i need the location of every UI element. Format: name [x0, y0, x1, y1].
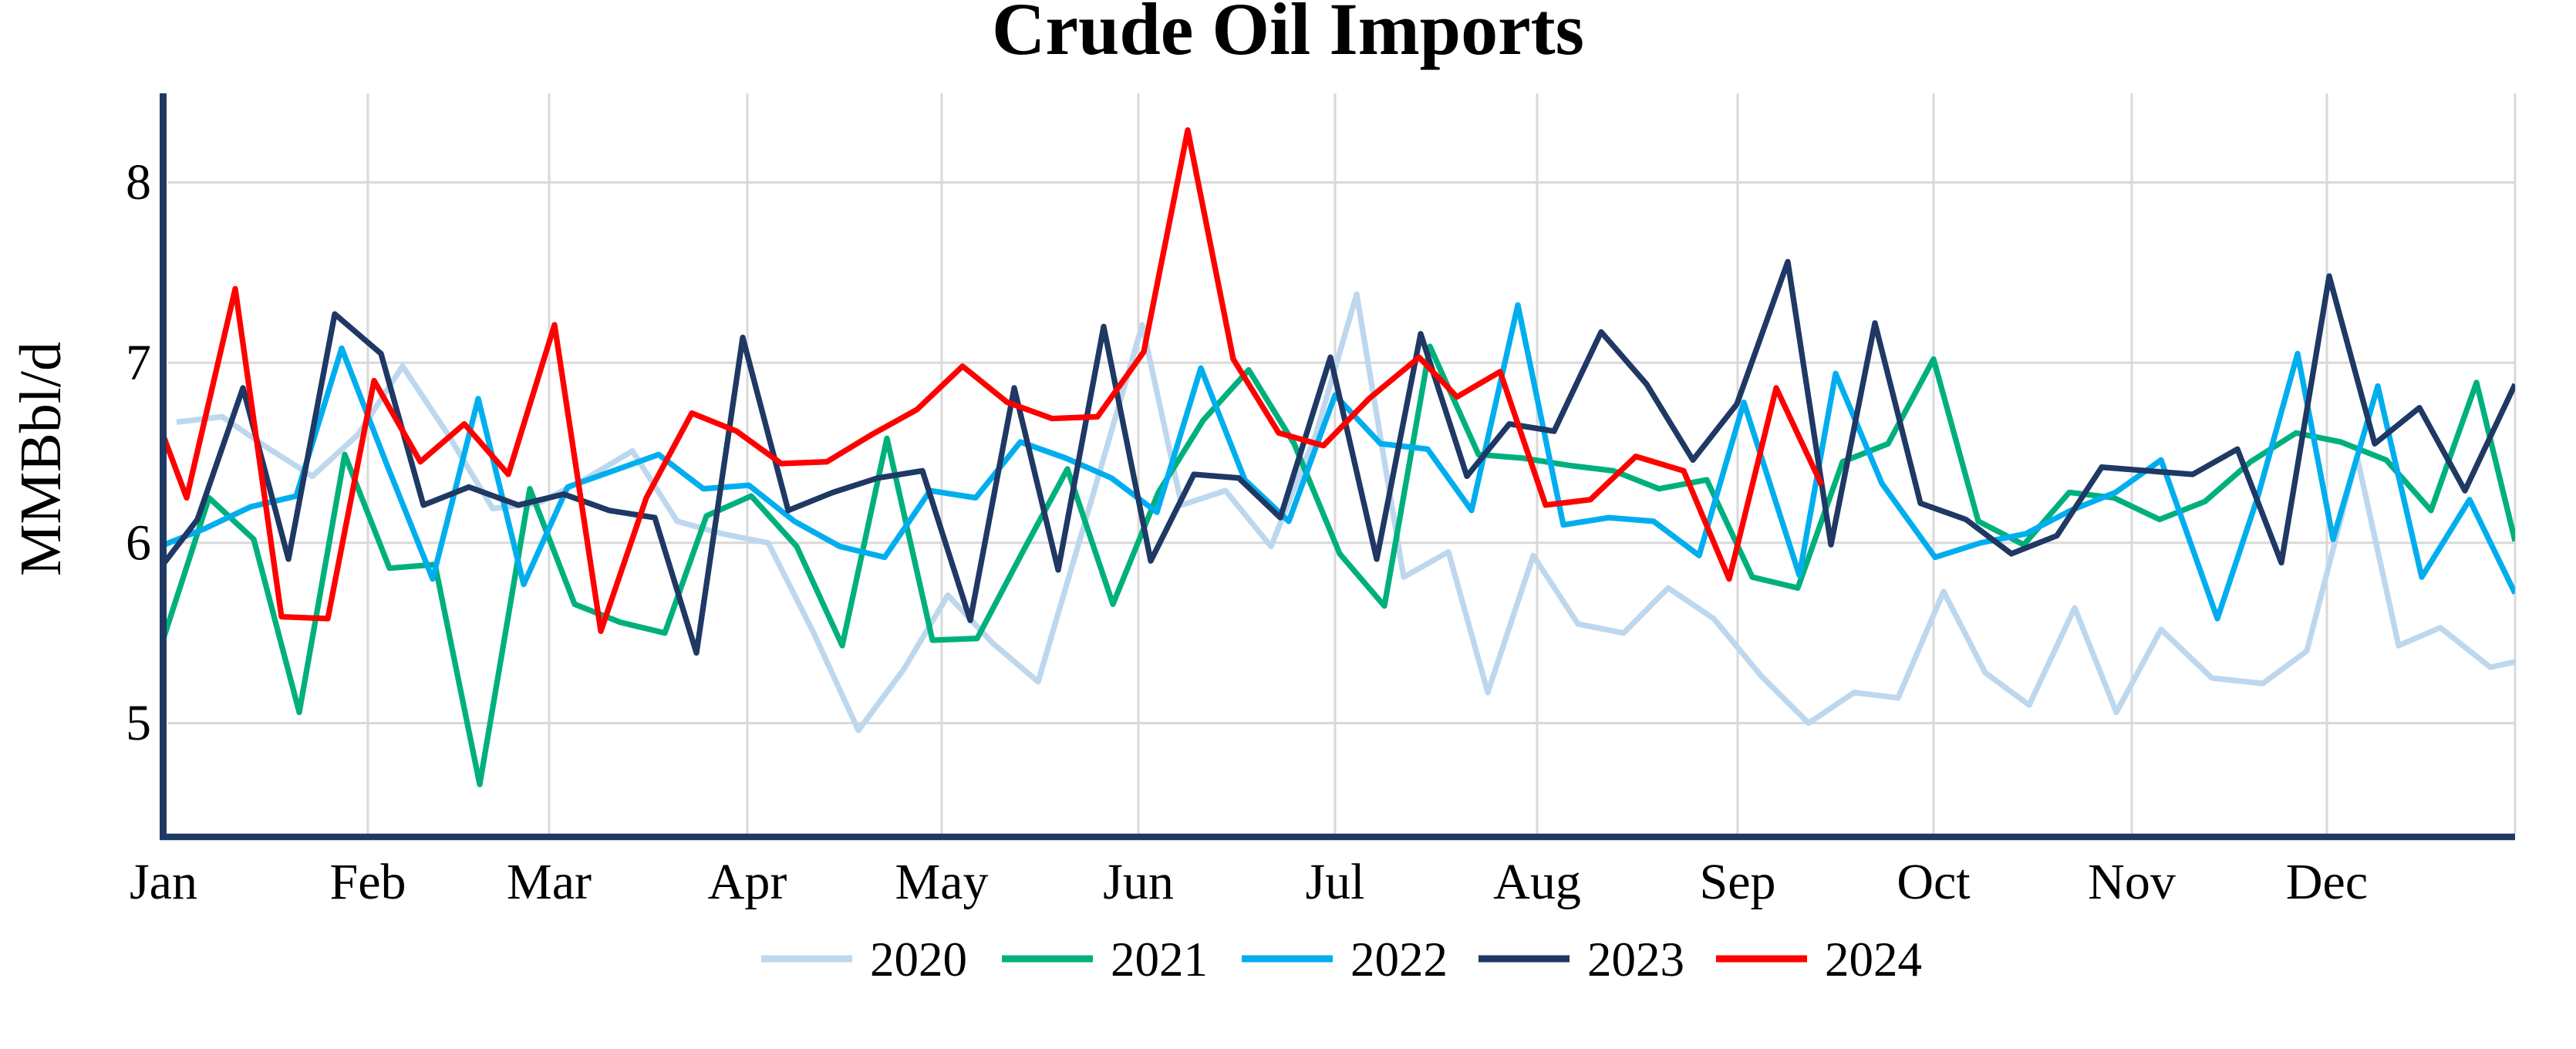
svg-text:2022: 2022	[1350, 933, 1448, 987]
svg-text:2021: 2021	[1111, 933, 1208, 987]
svg-text:2024: 2024	[1825, 933, 1922, 987]
svg-text:Feb: Feb	[330, 854, 406, 910]
svg-text:Mar: Mar	[507, 854, 592, 910]
svg-text:Apr: Apr	[708, 854, 787, 910]
svg-text:Nov: Nov	[2088, 854, 2176, 910]
svg-text:Dec: Dec	[2286, 854, 2368, 910]
svg-text:6: 6	[126, 514, 151, 571]
svg-text:7: 7	[126, 335, 151, 391]
svg-text:Jan: Jan	[130, 854, 197, 910]
svg-text:Oct: Oct	[1897, 854, 1970, 910]
svg-text:Crude Oil Imports: Crude Oil Imports	[992, 0, 1584, 70]
svg-text:5: 5	[126, 695, 151, 751]
svg-text:2020: 2020	[870, 933, 967, 987]
svg-text:Jul: Jul	[1305, 854, 1364, 910]
svg-text:Sep: Sep	[1700, 854, 1776, 910]
svg-text:8: 8	[126, 154, 151, 211]
svg-text:MMBbl/d: MMBbl/d	[8, 342, 73, 576]
svg-text:May: May	[895, 854, 989, 910]
svg-text:Jun: Jun	[1103, 854, 1174, 910]
svg-text:Aug: Aug	[1493, 854, 1581, 910]
svg-text:2023: 2023	[1587, 933, 1684, 987]
